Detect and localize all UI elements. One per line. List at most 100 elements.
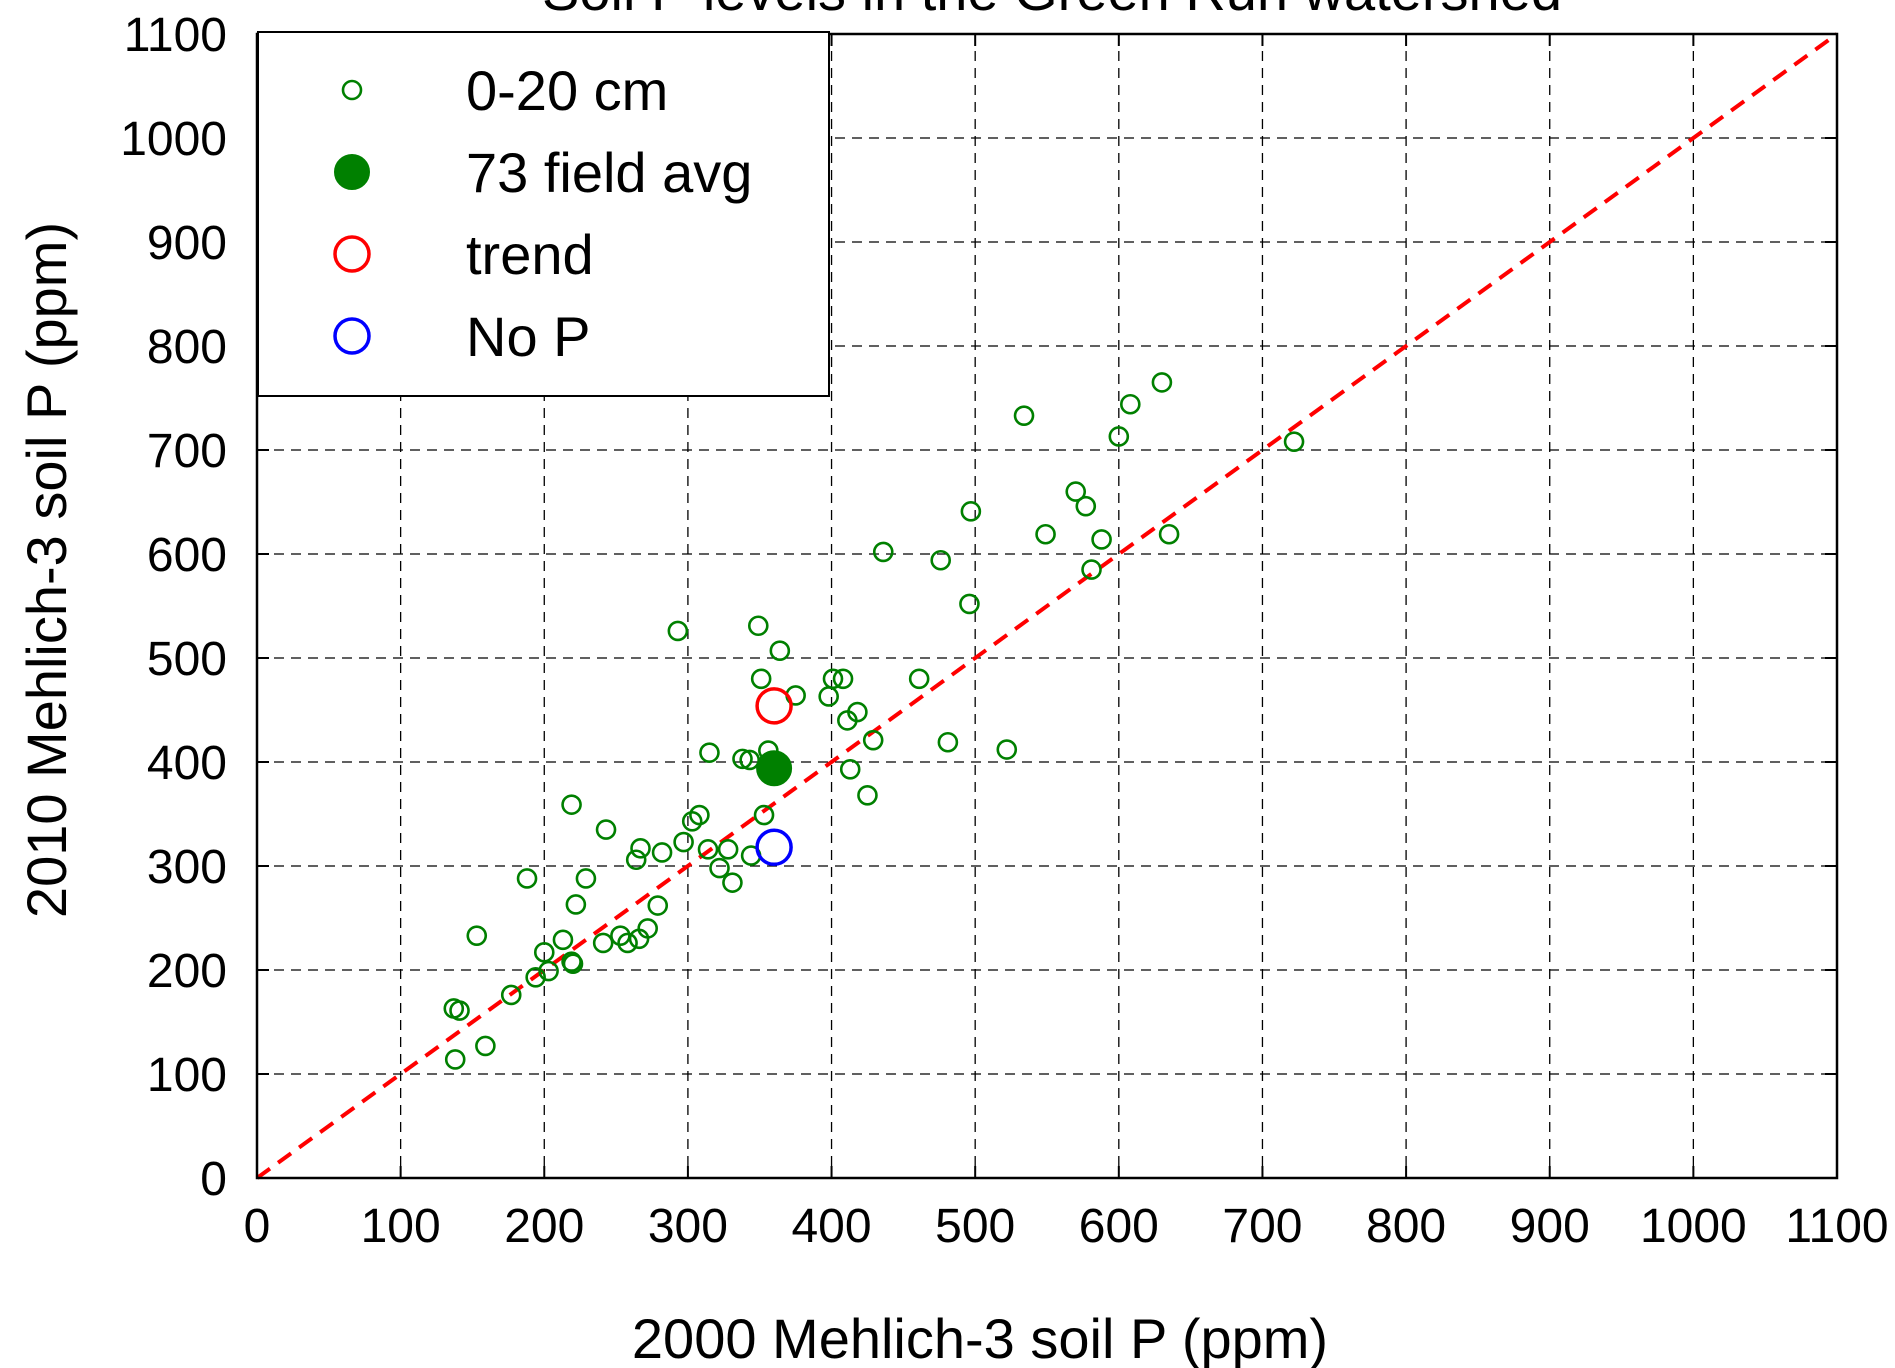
data-point bbox=[709, 857, 730, 879]
data-point bbox=[500, 984, 522, 1006]
axis-tick-labels: 0 100 200 300 400 500 600 700 800 900 1000 1100 0 100… bbox=[120, 9, 1888, 1253]
series-trend bbox=[755, 687, 793, 725]
data-point bbox=[1075, 495, 1097, 517]
data-point bbox=[625, 849, 647, 871]
data-point bbox=[717, 839, 739, 860]
data-point bbox=[516, 868, 538, 889]
data-point bbox=[960, 501, 982, 522]
data-point bbox=[732, 748, 753, 770]
y-tick-label: 500 bbox=[147, 633, 227, 686]
data-point bbox=[562, 953, 584, 975]
data-point bbox=[575, 868, 597, 889]
legend-label: 73 field avg bbox=[466, 141, 752, 204]
data-point bbox=[908, 668, 930, 690]
series-no-p bbox=[755, 828, 793, 867]
data-point bbox=[857, 784, 878, 806]
data-point bbox=[681, 810, 703, 832]
data-point bbox=[1120, 393, 1141, 415]
data-point bbox=[755, 828, 793, 867]
legend-marker bbox=[341, 79, 363, 101]
legend: 0-20 cm 73 field avg trend No P bbox=[257, 31, 830, 397]
data-point bbox=[930, 549, 952, 571]
legend-marker bbox=[333, 317, 371, 355]
data-point bbox=[769, 640, 791, 662]
data-point bbox=[1035, 523, 1056, 545]
data-point bbox=[937, 731, 959, 753]
y-tick-label: 1100 bbox=[124, 9, 227, 62]
data-point bbox=[862, 729, 884, 751]
y-tick-label: 100 bbox=[147, 1049, 227, 1102]
legend-box bbox=[257, 31, 830, 397]
y-tick-label: 900 bbox=[147, 217, 227, 270]
x-tick-label: 0 bbox=[244, 1200, 271, 1253]
y-tick-label: 300 bbox=[147, 841, 227, 894]
legend-label: 0-20 cm bbox=[466, 59, 668, 122]
data-point bbox=[647, 895, 669, 916]
data-point bbox=[538, 960, 559, 982]
x-tick-label: 100 bbox=[361, 1200, 441, 1253]
data-point bbox=[592, 932, 614, 954]
data-point bbox=[996, 739, 1018, 760]
y-tick-label: 0 bbox=[200, 1153, 227, 1206]
legend-marker bbox=[334, 154, 370, 190]
data-point bbox=[697, 839, 719, 860]
data-point bbox=[525, 966, 546, 988]
data-point bbox=[832, 668, 854, 690]
chart-title: Soil P levels in the Green Run watershed bbox=[542, 0, 1562, 22]
x-tick-label: 1000 bbox=[1640, 1200, 1747, 1253]
data-point bbox=[756, 750, 793, 787]
data-point bbox=[475, 1035, 496, 1057]
data-point bbox=[839, 758, 861, 780]
data-point bbox=[1108, 426, 1130, 447]
y-tick-label: 700 bbox=[147, 425, 227, 478]
data-point bbox=[750, 668, 772, 690]
x-tick-label: 800 bbox=[1366, 1200, 1446, 1253]
legend-marker bbox=[333, 235, 371, 273]
x-axis-label: 2000 Mehlich-3 soil P (ppm) bbox=[632, 1307, 1328, 1368]
data-point bbox=[753, 804, 775, 826]
data-point bbox=[1081, 559, 1102, 580]
series-0-20-cm bbox=[443, 372, 1305, 1070]
series-73-field-avg bbox=[756, 750, 793, 787]
legend-label: No P bbox=[466, 305, 591, 368]
data-point bbox=[1091, 529, 1112, 550]
data-point bbox=[595, 819, 617, 840]
data-point bbox=[617, 932, 638, 954]
data-point bbox=[822, 668, 844, 690]
data-point bbox=[673, 831, 694, 853]
data-point bbox=[466, 925, 488, 946]
x-tick-label: 400 bbox=[791, 1200, 871, 1253]
y-tick-label: 800 bbox=[147, 321, 227, 374]
data-point bbox=[667, 620, 689, 642]
reference-line-one-to-one bbox=[255, 32, 1839, 1180]
x-tick-label: 700 bbox=[1222, 1200, 1302, 1253]
x-tick-label: 600 bbox=[1079, 1200, 1159, 1253]
y-tick-label: 200 bbox=[147, 945, 227, 998]
data-point bbox=[1151, 372, 1173, 393]
x-tick-label: 200 bbox=[504, 1200, 584, 1253]
data-point bbox=[818, 686, 839, 707]
y-tick-label: 400 bbox=[147, 737, 227, 790]
y-axis-label: 2010 Mehlich-3 soil P (ppm) bbox=[15, 222, 78, 918]
data-point bbox=[561, 794, 582, 815]
y-tick-label: 1000 bbox=[120, 113, 227, 166]
data-point bbox=[872, 541, 894, 563]
data-point bbox=[755, 687, 793, 725]
data-point bbox=[444, 1049, 466, 1070]
data-point bbox=[1065, 481, 1087, 502]
data-point bbox=[637, 918, 658, 939]
data-point bbox=[533, 942, 555, 963]
data-point bbox=[565, 894, 587, 915]
data-point bbox=[1283, 431, 1305, 452]
y-tick-label: 600 bbox=[147, 529, 227, 582]
x-tick-label: 900 bbox=[1510, 1200, 1590, 1253]
plot-frame bbox=[255, 32, 1839, 1180]
x-tick-label: 500 bbox=[935, 1200, 1015, 1253]
data-point bbox=[847, 701, 868, 723]
data-point bbox=[699, 742, 720, 763]
data-point bbox=[1013, 405, 1035, 426]
data-point bbox=[630, 838, 651, 859]
data-point bbox=[552, 929, 574, 951]
data-point bbox=[449, 1000, 470, 1021]
